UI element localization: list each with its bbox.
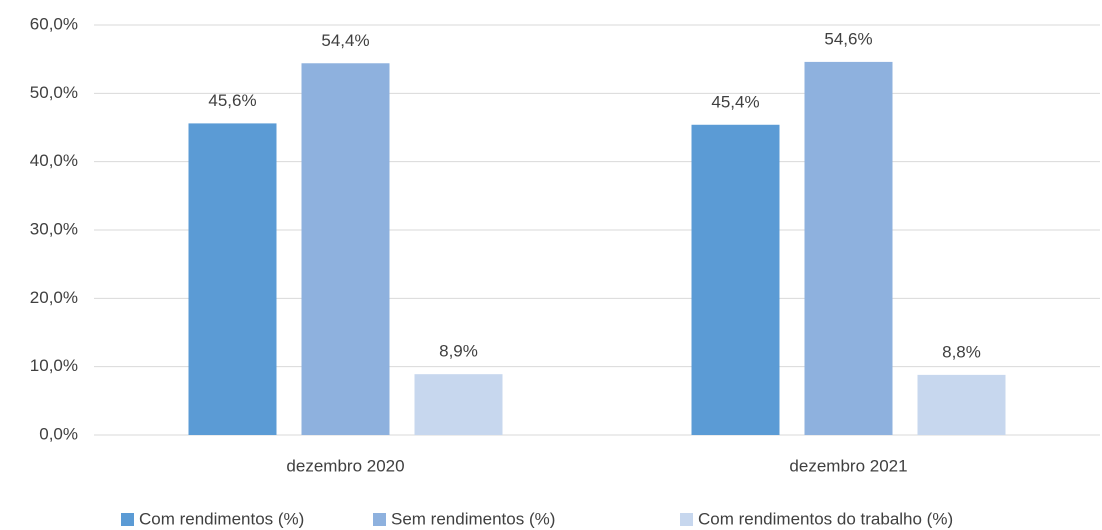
y-tick-label: 40,0% xyxy=(30,151,78,170)
y-tick-label: 30,0% xyxy=(30,219,78,238)
x-tick-label: dezembro 2020 xyxy=(286,456,404,475)
y-tick-label: 50,0% xyxy=(30,83,78,102)
value-label: 45,4% xyxy=(711,92,759,111)
legend-label: Sem rendimentos (%) xyxy=(391,509,555,528)
legend-swatch xyxy=(121,513,134,526)
y-tick-label: 10,0% xyxy=(30,356,78,375)
y-tick-label: 60,0% xyxy=(30,14,78,33)
value-label: 8,8% xyxy=(942,342,981,361)
bar xyxy=(188,123,277,436)
legend-swatch xyxy=(680,513,693,526)
legend-swatch xyxy=(373,513,386,526)
bar xyxy=(917,374,1006,435)
bar xyxy=(691,124,780,436)
x-tick-label: dezembro 2021 xyxy=(789,456,907,475)
value-label: 54,4% xyxy=(321,31,369,50)
value-label: 45,6% xyxy=(208,91,256,110)
value-label: 8,9% xyxy=(439,342,478,361)
legend-label: Com rendimentos (%) xyxy=(139,509,304,528)
bar xyxy=(804,61,893,436)
bar xyxy=(301,63,390,436)
y-tick-label: 0,0% xyxy=(39,424,78,443)
value-label: 54,6% xyxy=(824,29,872,48)
bar xyxy=(414,374,503,435)
legend-label: Com rendimentos do trabalho (%) xyxy=(698,509,953,528)
y-tick-label: 20,0% xyxy=(30,288,78,307)
